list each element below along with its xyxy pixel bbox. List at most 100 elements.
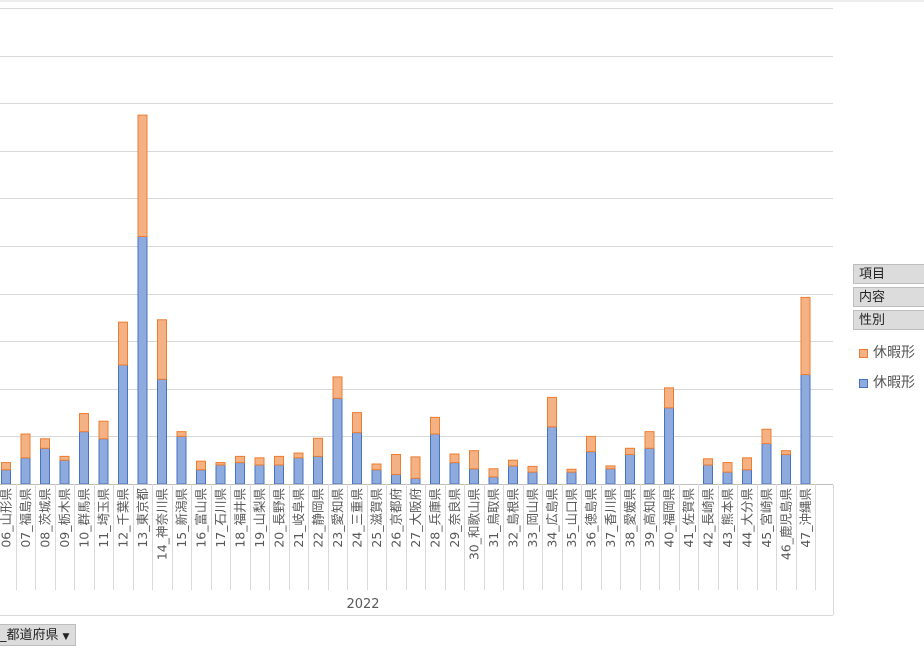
- x-tick-label: 14_神奈川県: [155, 488, 170, 560]
- bar-segment-series-2: [352, 412, 362, 434]
- bar-segment-series-2: [547, 396, 557, 428]
- bar-segment-series-2: [215, 462, 226, 466]
- x-tick-label: 36_徳島県: [584, 488, 599, 548]
- bar-segment-series-2: [20, 433, 31, 459]
- bar-segment-series-2: [761, 428, 772, 445]
- bar-segment-series-2: [703, 458, 713, 466]
- bar-segment-series-1: [352, 432, 362, 485]
- x-tick-label: 37_香川県: [603, 488, 618, 548]
- bar-segment-series-1: [703, 464, 713, 485]
- bar-segment-series-1: [176, 435, 187, 485]
- bar-segment-series-2: [527, 465, 538, 473]
- x-tick-label: 19_山梨県: [252, 488, 267, 548]
- bar-segment-series-2: [644, 431, 655, 449]
- bar-segment-series-1: [508, 465, 518, 485]
- bar-segment-series-1: [449, 462, 460, 485]
- bar-segment-series-2: [566, 468, 577, 473]
- filter-button-item[interactable]: 項目: [853, 264, 924, 284]
- x-tick-label: 12_千葉県: [116, 488, 131, 548]
- x-tick-label: 28_兵庫県: [428, 488, 443, 548]
- bar-segment-series-2: [508, 459, 518, 467]
- bar-segment-series-2: [605, 465, 616, 470]
- x-tick-label: 13_東京都: [135, 488, 150, 548]
- legend-label: 休暇形: [873, 375, 915, 391]
- bar-segment-series-1: [137, 235, 148, 485]
- x-tick-label: 32_島根県: [506, 488, 521, 548]
- bar-segment-series-1: [644, 447, 655, 485]
- x-tick-label: 45_宮崎県: [759, 488, 774, 548]
- x-tick-label: 16_富山県: [194, 488, 209, 548]
- bar-segment-series-2: [800, 296, 811, 376]
- bar-segment-series-1: [1, 469, 11, 485]
- bar-segment-series-2: [488, 468, 499, 478]
- filter-button-content[interactable]: 内容: [853, 287, 924, 307]
- x-tick-label: 26_京都府: [389, 488, 404, 548]
- bar-segment-series-1: [274, 464, 284, 485]
- bar-segment-series-2: [235, 455, 245, 464]
- bar-segment-series-1: [586, 451, 596, 485]
- filter-button-gender[interactable]: 性別: [853, 310, 924, 330]
- bar-segment-series-2: [332, 376, 343, 399]
- bar-segment-series-1: [59, 459, 70, 485]
- bar-segment-series-2: [781, 450, 791, 455]
- field-button-label: _都道府県: [0, 628, 59, 643]
- bar-segment-series-1: [98, 438, 109, 485]
- bar-segment-series-1: [488, 476, 499, 485]
- legend-entry-series-2: 休暇形: [859, 342, 915, 362]
- bar-segment-series-1: [40, 447, 50, 485]
- bar-segment-series-1: [605, 468, 616, 485]
- x-tick-label: 27_大阪府: [408, 488, 423, 548]
- x-tick-label: 47_沖縄県: [798, 488, 813, 548]
- bar-segment-series-2: [313, 437, 323, 457]
- x-tick-label: 22_静岡県: [311, 488, 326, 548]
- bar-segment-series-2: [586, 435, 596, 453]
- x-tick-label: 43_熊本県: [720, 488, 735, 548]
- x-tick-label: 23_愛知県: [330, 488, 345, 548]
- bar-segment-series-2: [410, 456, 421, 479]
- field-button-prefecture[interactable]: _都道府県 ▼: [0, 624, 77, 646]
- bar-segment-series-1: [254, 464, 265, 485]
- bar-segment-series-1: [566, 471, 577, 485]
- bar-segment-series-1: [469, 468, 479, 485]
- legend-label: 休暇形: [873, 345, 915, 361]
- bar-segment-series-1: [722, 471, 733, 485]
- bar-segment-series-2: [722, 462, 733, 473]
- bar-segment-series-1: [79, 431, 89, 485]
- bar-segment-series-1: [235, 462, 245, 485]
- bar-segment-series-1: [157, 378, 167, 485]
- bar-segment-series-2: [293, 452, 304, 459]
- x-tick-label: 31_鳥取県: [486, 488, 501, 548]
- bar-segment-series-2: [274, 455, 284, 466]
- bar-segment-series-1: [761, 443, 772, 485]
- bar-segment-series-1: [371, 469, 382, 485]
- x-tick-label: 41_佐賀県: [681, 488, 696, 548]
- bar-segment-series-2: [391, 453, 401, 475]
- bar-segment-series-1: [20, 457, 31, 485]
- x-tick-label: 17_石川県: [213, 488, 228, 548]
- bar-segment-series-1: [664, 407, 674, 485]
- legend-swatch-blue: [859, 378, 868, 388]
- bar-segment-series-1: [118, 364, 128, 485]
- bar-segment-series-2: [625, 447, 635, 455]
- bar-segment-series-2: [59, 455, 70, 461]
- x-axis-group-label: 2022: [346, 597, 379, 612]
- x-tick-label: 35_山口県: [564, 488, 579, 548]
- bar-segment-series-2: [371, 463, 382, 471]
- bar-segment-series-2: [176, 431, 187, 437]
- x-tick-label: 40_福岡県: [662, 488, 677, 548]
- x-tick-label: 38_愛媛県: [623, 488, 638, 548]
- x-tick-label: 33_岡山県: [525, 488, 540, 548]
- x-tick-label: 29_奈良県: [447, 488, 462, 548]
- bar-segment-series-2: [469, 450, 479, 470]
- bar-segment-series-2: [196, 460, 206, 471]
- x-tick-label: 46_鹿児島県: [779, 488, 794, 560]
- x-tick-label: 06_山形県: [0, 488, 14, 548]
- bar-segment-series-2: [40, 438, 50, 449]
- bar-segment-series-1: [742, 469, 752, 485]
- bar-segment-series-2: [79, 413, 89, 433]
- bar-segment-series-1: [800, 374, 811, 485]
- bar-segment-series-2: [1, 462, 11, 471]
- x-tick-label: 10_群馬県: [77, 488, 92, 548]
- bar-segment-series-2: [664, 387, 674, 409]
